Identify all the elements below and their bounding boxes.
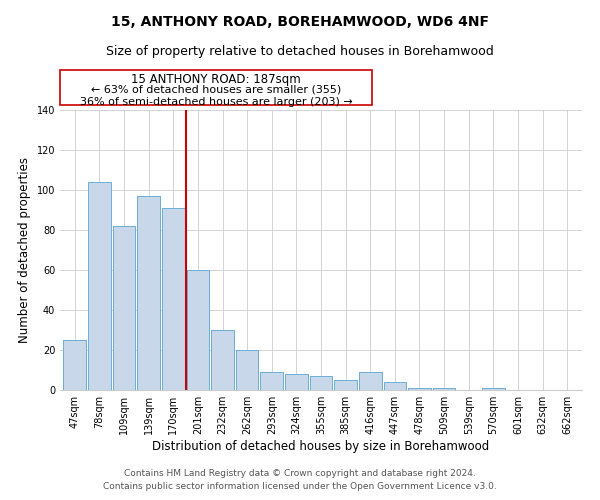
Bar (162, 208, 185, 390)
Bar (137, 196, 160, 390)
Bar (310, 376, 332, 390)
Bar (285, 374, 308, 390)
Bar (88, 182, 111, 390)
Text: 15 ANTHONY ROAD: 187sqm: 15 ANTHONY ROAD: 187sqm (131, 72, 301, 86)
Y-axis label: Number of detached properties: Number of detached properties (18, 157, 31, 343)
Text: 15, ANTHONY ROAD, BOREHAMWOOD, WD6 4NF: 15, ANTHONY ROAD, BOREHAMWOOD, WD6 4NF (111, 15, 489, 29)
Bar (113, 226, 136, 390)
Bar (236, 350, 259, 390)
X-axis label: Distribution of detached houses by size in Borehamwood: Distribution of detached houses by size … (152, 440, 490, 453)
Bar (383, 382, 406, 390)
Text: Size of property relative to detached houses in Borehamwood: Size of property relative to detached ho… (106, 45, 494, 58)
Text: Contains HM Land Registry data © Crown copyright and database right 2024.: Contains HM Land Registry data © Crown c… (124, 468, 476, 477)
Bar (408, 388, 431, 390)
Text: ← 63% of detached houses are smaller (355): ← 63% of detached houses are smaller (35… (91, 85, 341, 95)
Bar (482, 388, 505, 390)
Bar (187, 270, 209, 390)
Text: 36% of semi-detached houses are larger (203) →: 36% of semi-detached houses are larger (… (80, 96, 352, 106)
Bar (64, 340, 86, 390)
Bar (359, 372, 382, 390)
Bar (260, 372, 283, 390)
Bar (211, 330, 234, 390)
Bar (433, 388, 455, 390)
Bar (334, 380, 357, 390)
Text: Contains public sector information licensed under the Open Government Licence v3: Contains public sector information licen… (103, 482, 497, 491)
